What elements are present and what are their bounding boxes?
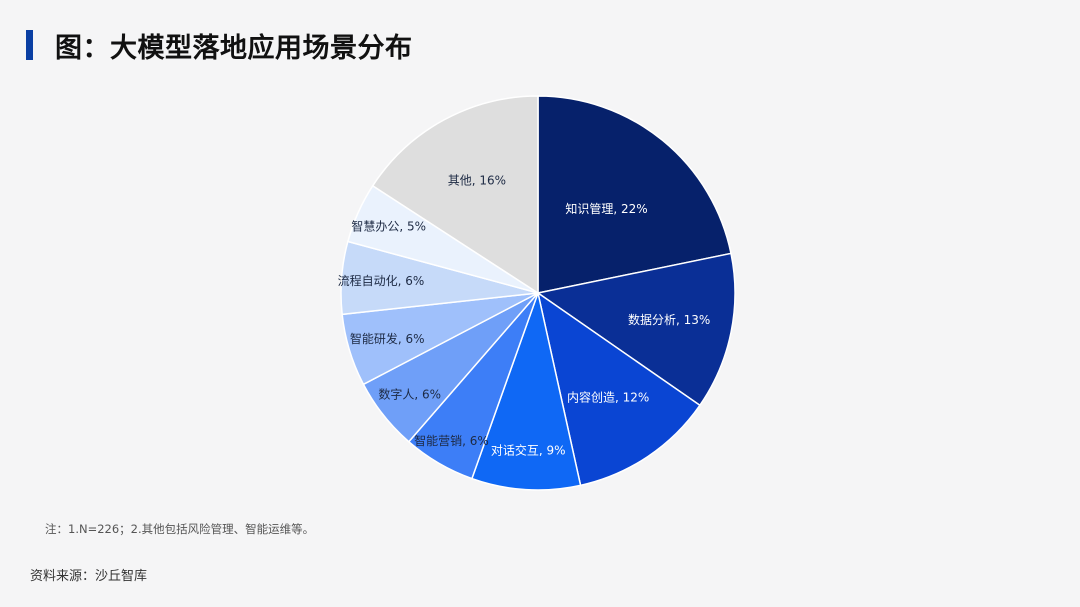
footnote: 注：1.N=226；2.其他包括风险管理、智能运维等。 — [45, 522, 315, 536]
slice-label: 对话交互, 9% — [491, 442, 566, 457]
slice-label: 流程自动化, 6% — [338, 273, 425, 288]
pie-slice — [536, 291, 701, 487]
slice-label: 其他, 16% — [448, 174, 506, 188]
slice-label: 数据分析, 13% — [628, 312, 710, 327]
pie-slice — [537, 95, 732, 294]
title-accent-bar — [26, 30, 33, 60]
slice-label: 智慧办公, 5% — [351, 218, 426, 233]
slice-label: 智能研发, 6% — [350, 331, 425, 346]
pie-slice — [371, 95, 539, 295]
slice-label: 内容创造, 12% — [567, 390, 649, 405]
pie-slice — [536, 252, 736, 407]
slice-label: 知识管理, 22% — [565, 201, 647, 216]
chart-title: 图：大模型落地应用场景分布 — [55, 33, 413, 64]
slice-label: 数字人, 6% — [378, 386, 441, 401]
pie-slice — [470, 290, 582, 491]
slice-label: 智能营销, 6% — [414, 433, 489, 448]
source-text: 资料来源：沙丘智库 — [30, 569, 148, 584]
